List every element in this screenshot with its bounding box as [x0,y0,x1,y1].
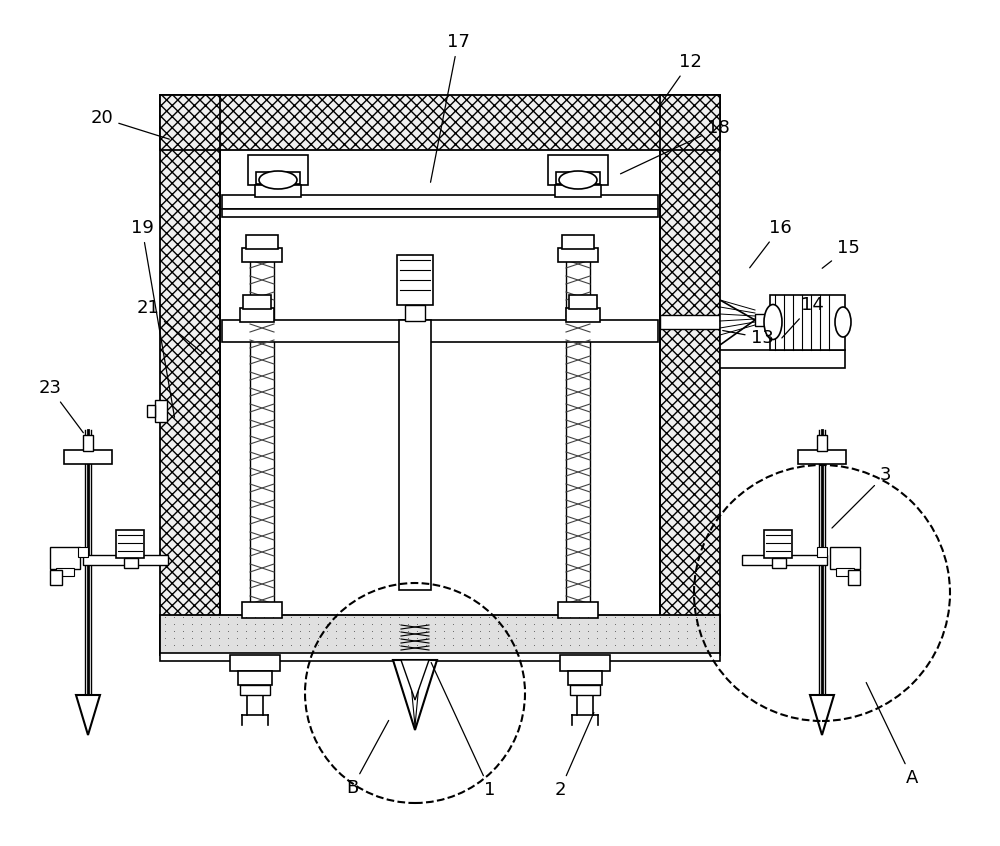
Bar [569,295,597,309]
Bar [570,685,600,695]
Ellipse shape [559,171,597,189]
Bar [755,314,780,326]
Bar [836,568,854,576]
Bar [568,671,602,685]
Bar [764,530,792,558]
Bar [240,308,274,322]
Text: 1: 1 [431,662,496,799]
Bar [798,450,846,464]
Bar [399,320,431,590]
Bar [256,172,300,184]
Text: 18: 18 [621,119,729,173]
Bar [556,172,600,184]
Bar [660,95,720,655]
Ellipse shape [835,307,851,337]
Bar [405,305,425,321]
Polygon shape [76,695,100,735]
Bar [817,435,827,451]
Bar [770,295,845,350]
Bar [240,685,270,695]
Polygon shape [401,660,429,700]
Bar [560,655,610,671]
Bar [160,615,720,655]
Bar [160,653,720,661]
Text: 20: 20 [91,109,169,139]
Text: 3: 3 [832,466,891,528]
Bar [56,568,74,576]
Text: 13: 13 [723,329,773,347]
Bar [116,530,144,558]
Bar [222,195,658,209]
Text: 17: 17 [431,33,469,182]
Bar [147,405,155,417]
Bar [160,95,720,150]
Bar [50,547,80,569]
Bar [83,435,93,451]
Bar [246,235,278,249]
Bar [242,602,282,618]
Text: 23: 23 [38,379,83,433]
Polygon shape [720,300,755,345]
Ellipse shape [764,305,782,339]
Bar [242,248,282,262]
Text: B: B [346,721,389,797]
Bar [817,547,827,557]
Bar [248,155,308,185]
Bar [250,260,274,605]
Bar [222,320,658,342]
Bar [566,260,590,605]
Bar [558,602,598,618]
Bar [222,209,658,217]
Bar [397,255,433,305]
Bar [548,155,608,185]
Text: 21: 21 [137,299,203,354]
Text: 14: 14 [782,296,823,338]
Bar [243,295,271,309]
Bar [83,555,168,565]
Bar [720,350,845,368]
Bar [160,95,220,655]
Polygon shape [393,660,437,730]
Bar [155,400,167,422]
Bar [562,235,594,249]
Bar [566,308,600,322]
Bar [772,558,786,568]
Bar [555,185,601,197]
Bar [830,547,860,569]
Bar [255,185,301,197]
Bar [238,671,272,685]
Text: 16: 16 [750,219,791,268]
Text: 2: 2 [554,712,594,799]
Polygon shape [810,695,834,735]
Bar [50,570,62,585]
Bar [64,450,112,464]
Bar [558,248,598,262]
Bar [660,315,720,329]
Text: A: A [866,683,918,787]
Bar [742,555,827,565]
Text: 12: 12 [657,53,701,110]
Bar [848,570,860,585]
Text: 15: 15 [822,239,859,268]
Bar [78,547,88,557]
Ellipse shape [259,171,297,189]
Bar [124,558,138,568]
Bar [230,655,280,671]
Text: 19: 19 [131,219,175,417]
